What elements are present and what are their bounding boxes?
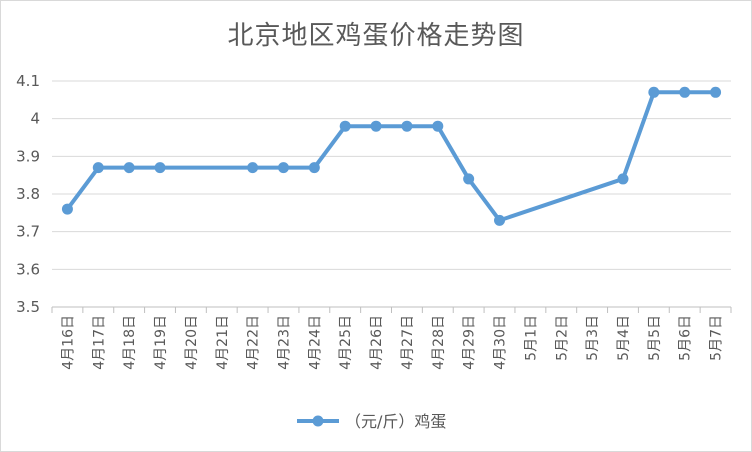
legend-marker xyxy=(312,415,324,427)
x-tick-label: 4月24日 xyxy=(307,315,323,370)
data-point xyxy=(710,86,722,98)
chart-title: 北京地区鸡蛋价格走势图 xyxy=(227,21,525,51)
x-tick-label: 4月25日 xyxy=(338,315,354,370)
data-point xyxy=(494,214,506,226)
x-tick-label: 4月17日 xyxy=(91,315,107,370)
y-tick-label: 4.1 xyxy=(16,72,40,90)
x-tick-label: 4月16日 xyxy=(60,315,76,370)
x-tick-label: 4月19日 xyxy=(153,315,169,370)
x-tick-label: 5月7日 xyxy=(709,315,725,361)
x-tick-label: 4月26日 xyxy=(369,315,385,370)
data-point xyxy=(401,120,413,132)
data-point xyxy=(247,162,259,174)
data-point xyxy=(370,120,382,132)
y-tick-label: 3.8 xyxy=(16,185,40,203)
data-point xyxy=(463,173,475,185)
y-tick-label: 3.9 xyxy=(16,147,40,165)
data-point xyxy=(123,162,135,174)
x-tick-label: 5月6日 xyxy=(678,315,694,361)
x-tick-label: 5月2日 xyxy=(554,315,570,361)
x-tick-label: 4月20日 xyxy=(184,315,200,370)
x-tick-label: 5月1日 xyxy=(523,315,539,361)
x-tick-label: 5月5日 xyxy=(647,315,663,361)
data-point xyxy=(339,120,351,132)
y-tick-label: 3.7 xyxy=(16,223,40,241)
x-tick-label: 4月29日 xyxy=(462,315,478,370)
data-point xyxy=(61,203,73,215)
data-point xyxy=(679,86,691,98)
x-tick-label: 4月27日 xyxy=(400,315,416,370)
x-tick-label: 4月23日 xyxy=(276,315,292,370)
data-point xyxy=(277,162,289,174)
x-tick-label: 5月4日 xyxy=(616,315,632,361)
data-point xyxy=(92,162,104,174)
data-point xyxy=(617,173,629,185)
y-tick-label: 4 xyxy=(30,110,40,128)
y-tick-label: 3.6 xyxy=(16,260,40,278)
x-tick-label: 4月21日 xyxy=(215,315,231,370)
data-point xyxy=(432,120,444,132)
x-tick-label: 4月22日 xyxy=(246,315,262,370)
x-tick-label: 4月28日 xyxy=(431,315,447,370)
y-tick-label: 3.5 xyxy=(16,298,40,316)
x-tick-label: 4月30日 xyxy=(493,315,509,370)
legend-label: （元/斤）鸡蛋 xyxy=(345,412,446,431)
x-tick-label: 4月18日 xyxy=(122,315,138,370)
data-point xyxy=(154,162,166,174)
data-point xyxy=(308,162,320,174)
data-point xyxy=(648,86,660,98)
x-tick-label: 5月3日 xyxy=(585,315,601,361)
